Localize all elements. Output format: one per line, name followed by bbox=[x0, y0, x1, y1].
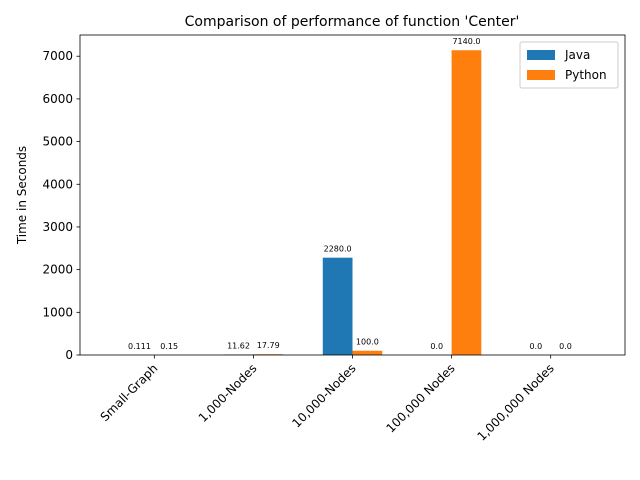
data-label-java-2: 2280.0 bbox=[324, 245, 352, 254]
y-tick-label: 4000 bbox=[42, 177, 73, 191]
plot-area: 0.111 11.62 2280.0 0.0 0.0 0.15 17.79 100.0 7140… bbox=[42, 34, 626, 444]
legend: Java Python bbox=[519, 41, 619, 89]
legend-swatch-python bbox=[527, 70, 555, 80]
y-tick-label: 1000 bbox=[42, 305, 73, 319]
data-label-python-1: 17.79 bbox=[257, 341, 280, 350]
data-label-python-0: 0.15 bbox=[160, 342, 178, 351]
data-label-java-1: 11.62 bbox=[227, 342, 250, 351]
legend-label-python: Python bbox=[565, 68, 607, 82]
y-tick-label: 6000 bbox=[42, 92, 73, 106]
y-tick-label: 7000 bbox=[42, 49, 73, 63]
y-tick-label: 0 bbox=[65, 348, 73, 362]
bar-python-2 bbox=[352, 350, 383, 355]
x-tick-label: 100,000 Nodes bbox=[383, 361, 457, 435]
x-tick-label: 1,000-Nodes bbox=[196, 361, 260, 425]
x-tick-label: 10,000-Nodes bbox=[289, 361, 358, 430]
data-label-python-2: 100.0 bbox=[356, 338, 379, 347]
data-label-python-4: 0.0 bbox=[559, 342, 572, 351]
x-tick-label: 1,000,000 Nodes bbox=[474, 361, 556, 443]
y-axis-label: Time in Seconds bbox=[15, 146, 29, 245]
legend-label-java: Java bbox=[564, 48, 590, 62]
bar-java-2 bbox=[322, 257, 353, 355]
y-tick-label: 2000 bbox=[42, 263, 73, 277]
chart-title: Comparison of performance of function 'C… bbox=[185, 14, 520, 30]
data-label-java-4: 0.0 bbox=[529, 342, 542, 351]
y-tick-label: 5000 bbox=[42, 135, 73, 149]
data-label-java-0: 0.111 bbox=[128, 342, 151, 351]
bar-python-3 bbox=[451, 50, 482, 355]
data-label-java-3: 0.0 bbox=[430, 342, 443, 351]
data-label-python-3: 7140.0 bbox=[452, 37, 480, 46]
y-tick-label: 3000 bbox=[42, 220, 73, 234]
legend-swatch-java bbox=[527, 50, 555, 60]
x-tick-label: Small-Graph bbox=[98, 361, 161, 424]
